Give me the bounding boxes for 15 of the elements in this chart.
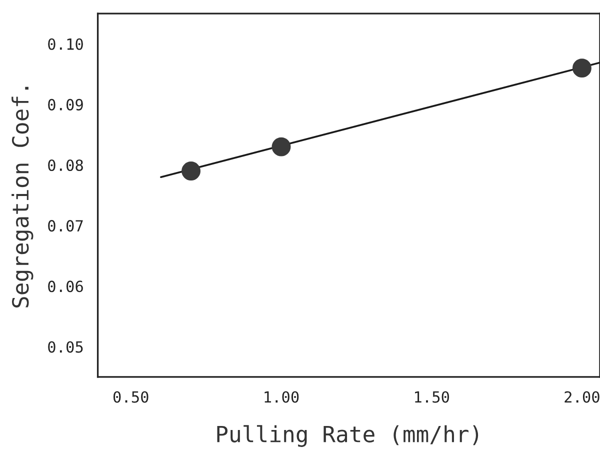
point bbox=[272, 137, 291, 156]
x-tick-label: 1.50 bbox=[415, 391, 450, 403]
y-tick-label: 0.07 bbox=[48, 220, 83, 232]
point bbox=[572, 58, 592, 78]
point bbox=[182, 162, 200, 181]
x-tick-label: 0.50 bbox=[113, 391, 148, 403]
y-tick-label: 0.06 bbox=[48, 280, 83, 292]
x-axis-title: Pulling Rate (mm/hr) bbox=[217, 425, 478, 447]
y-tick-label: 0.10 bbox=[48, 38, 83, 50]
y-tick-label: 0.08 bbox=[48, 159, 83, 172]
x-tick-label: 2.00 bbox=[564, 391, 600, 403]
y-tick-label: 0.09 bbox=[48, 98, 83, 110]
x-tick-label: 1.00 bbox=[264, 391, 299, 403]
y-axis-title: Segregation Coef. bbox=[12, 86, 34, 308]
y-tick-label: 0.05 bbox=[48, 341, 83, 353]
